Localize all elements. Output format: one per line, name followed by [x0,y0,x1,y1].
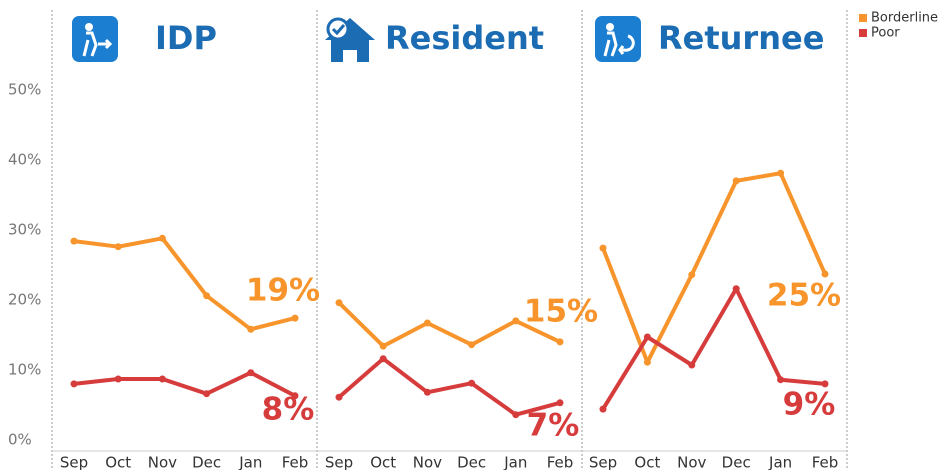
panel-title: IDP [155,19,217,57]
y-tick-label: 10% [8,361,41,379]
y-tick-label: 20% [8,291,41,309]
point [599,244,607,252]
y-tick-label: 40% [8,151,41,169]
point [203,292,211,300]
point [512,411,520,419]
legend-swatch [859,14,867,22]
x-tick-label: Dec [722,454,751,470]
point [821,270,829,278]
x-tick-label: Feb [282,454,309,470]
x-tick-label: Oct [370,454,396,470]
point [732,285,740,293]
y-tick-label: 50% [8,81,41,99]
panel-title: Returnee [658,19,824,57]
point [291,392,299,400]
x-tick-label: Nov [677,454,706,470]
point [114,243,122,251]
point [556,399,564,407]
point [70,380,78,388]
series-line [337,356,561,417]
value-label: 19% [246,273,320,309]
point [114,375,122,383]
point [821,380,829,388]
point [70,237,78,245]
point [158,234,166,242]
legend-label: Poor [871,26,900,41]
point [599,405,607,413]
point [158,375,166,383]
point [379,342,387,350]
y-tick-label: 30% [8,221,41,239]
x-tick-label: Dec [457,454,486,470]
series-line [337,301,561,349]
value-label: 8% [262,391,315,427]
value-label: 15% [524,293,598,329]
point [777,169,785,177]
point [512,317,520,325]
x-tick-label: Nov [148,454,177,470]
series-line [601,171,827,365]
legend-swatch [859,29,867,37]
x-tick-label: Oct [105,454,131,470]
legend-label: Borderline [871,11,938,26]
point [688,271,696,279]
x-tick-label: Jan [768,454,792,470]
point [556,338,564,346]
point [643,333,651,341]
x-tick-label: Oct [634,454,660,470]
series-line [601,286,826,411]
point [643,358,651,366]
dividers [51,10,848,470]
point [688,361,696,369]
series-line [73,370,296,398]
point [247,325,255,333]
icon-resident [325,17,375,62]
point [777,376,785,384]
point [423,388,431,396]
point [203,390,211,398]
x-tick-label: Jan [503,454,527,470]
panel-title: Resident [385,19,544,57]
y-tick-label: 0% [8,431,32,449]
icon-idp [72,16,118,62]
point [379,355,387,363]
point [468,341,476,349]
x-tick-label: Sep [589,454,617,470]
point [247,369,255,377]
value-label: 25% [767,278,841,314]
point [423,319,431,327]
x-tick-label: Feb [812,454,839,470]
point [468,379,476,387]
point [335,393,343,401]
x-tick-label: Jan [238,454,262,470]
value-label: 7% [527,407,580,443]
point [732,177,740,185]
x-tick-label: Nov [413,454,442,470]
series-line [73,236,296,332]
value-label: 9% [783,386,836,422]
x-tick-label: Sep [325,454,353,470]
x-tick-label: Sep [60,454,88,470]
x-tick-label: Dec [192,454,221,470]
point [335,299,343,307]
icon-returnee [595,16,641,62]
x-tick-label: Feb [547,454,574,470]
point [291,314,299,322]
